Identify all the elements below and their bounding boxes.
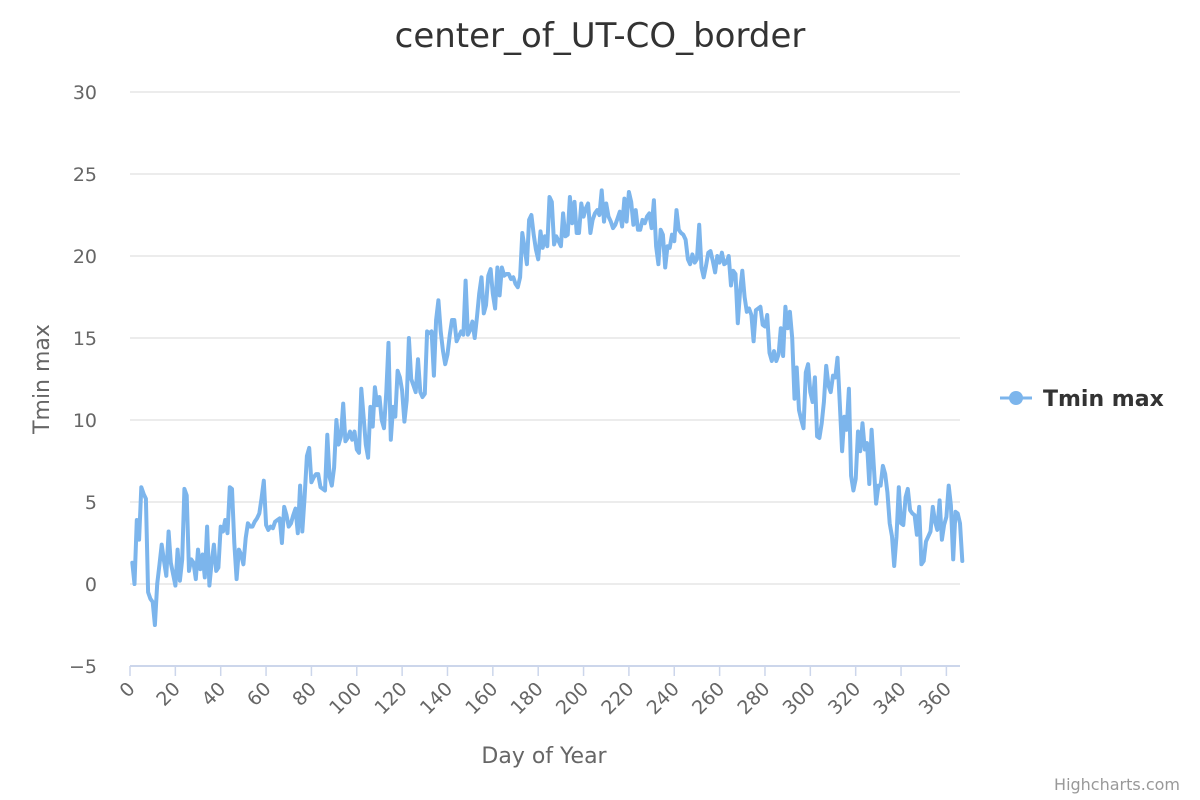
y-tick-label: 20 [73, 246, 97, 268]
x-tick-label: 120 [370, 678, 411, 719]
x-tick-label: 80 [288, 678, 321, 711]
x-tick-label: 20 [152, 678, 185, 711]
x-tick-label: 260 [688, 678, 729, 719]
y-gridlines [130, 91, 960, 585]
x-axis-tick-labels: 0 20 40 60 80 100 120 140 160 180 200 220 240 260 280 3… [115, 678, 956, 719]
x-tick-label: 300 [779, 678, 820, 719]
x-tick-label: 280 [733, 678, 774, 719]
x-axis-title: Day of Year [481, 744, 607, 769]
x-tick-label: 160 [461, 678, 502, 719]
chart-title: center_of_UT-CO_border [395, 16, 806, 56]
legend[interactable]: Tmin max [1000, 387, 1164, 412]
x-tick-label: 340 [869, 678, 910, 719]
x-tick-label: 220 [597, 678, 638, 719]
x-tick-label: 40 [198, 678, 231, 711]
legend-marker-icon [1009, 391, 1023, 405]
x-tick-label: 200 [552, 678, 593, 719]
x-axis-ticks [129, 666, 948, 676]
y-tick-label: 5 [85, 492, 97, 514]
x-tick-label: 360 [915, 678, 956, 719]
y-tick-label: 0 [85, 574, 97, 596]
x-tick-label: 240 [643, 678, 684, 719]
x-tick-label: 100 [325, 678, 366, 719]
x-tick-label: 320 [824, 678, 865, 719]
legend-item-tmin-max[interactable]: Tmin max [1043, 387, 1164, 412]
y-axis-tick-labels: −5 0 5 10 15 20 25 30 [69, 82, 97, 678]
x-tick-label: 60 [243, 678, 276, 711]
series-line-tmin-max[interactable] [130, 188, 965, 627]
plot-area [130, 188, 965, 627]
y-tick-label: 10 [73, 410, 97, 432]
y-axis-title: Tmin max [30, 324, 55, 435]
x-tick-label: 180 [507, 678, 548, 719]
y-tick-label: 15 [73, 328, 97, 350]
credits-link[interactable]: Highcharts.com [1054, 775, 1180, 794]
y-tick-label: −5 [69, 656, 97, 678]
y-tick-label: 30 [73, 82, 97, 104]
y-tick-label: 25 [73, 164, 97, 186]
x-tick-label: 0 [115, 678, 139, 702]
x-tick-label: 140 [416, 678, 457, 719]
